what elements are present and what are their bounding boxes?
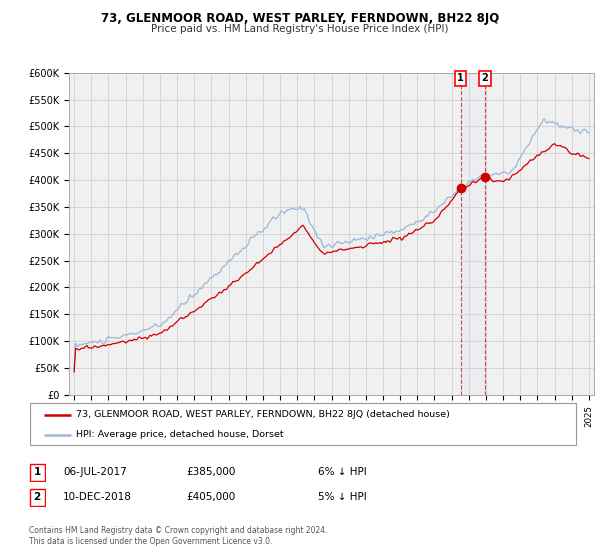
Text: 2: 2 xyxy=(482,73,488,83)
Text: 73, GLENMOOR ROAD, WEST PARLEY, FERNDOWN, BH22 8JQ (detached house): 73, GLENMOOR ROAD, WEST PARLEY, FERNDOWN… xyxy=(76,410,450,419)
Text: This data is licensed under the Open Government Licence v3.0.: This data is licensed under the Open Gov… xyxy=(29,537,272,546)
Text: £385,000: £385,000 xyxy=(186,467,235,477)
Text: 6% ↓ HPI: 6% ↓ HPI xyxy=(318,467,367,477)
Bar xyxy=(461,73,485,395)
Text: Contains HM Land Registry data © Crown copyright and database right 2024.: Contains HM Land Registry data © Crown c… xyxy=(29,526,328,535)
FancyBboxPatch shape xyxy=(29,464,45,480)
FancyBboxPatch shape xyxy=(30,403,576,445)
Text: HPI: Average price, detached house, Dorset: HPI: Average price, detached house, Dors… xyxy=(76,430,284,439)
Text: 1: 1 xyxy=(34,467,41,477)
Text: £405,000: £405,000 xyxy=(186,492,235,502)
Text: 06-JUL-2017: 06-JUL-2017 xyxy=(63,467,127,477)
Text: Price paid vs. HM Land Registry's House Price Index (HPI): Price paid vs. HM Land Registry's House … xyxy=(151,24,449,34)
Text: 5% ↓ HPI: 5% ↓ HPI xyxy=(318,492,367,502)
Text: 1: 1 xyxy=(457,73,464,83)
Text: 73, GLENMOOR ROAD, WEST PARLEY, FERNDOWN, BH22 8JQ: 73, GLENMOOR ROAD, WEST PARLEY, FERNDOWN… xyxy=(101,12,499,25)
Text: 10-DEC-2018: 10-DEC-2018 xyxy=(63,492,132,502)
FancyBboxPatch shape xyxy=(29,489,45,506)
Text: 2: 2 xyxy=(34,492,41,502)
